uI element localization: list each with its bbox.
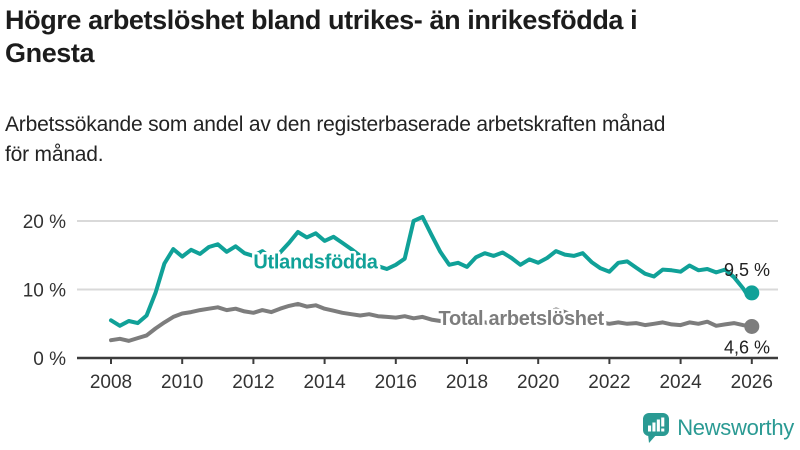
chart-canvas: 0 % 10 % 20 % 2008 2010 2012 2014 2016 2018 2020 2… xyxy=(23,212,778,393)
value-annotation-utlandsf-dda: 9,5 % xyxy=(724,260,770,280)
x-tick-label-2026: 2026 xyxy=(731,372,773,393)
page-title-line-1: Högre arbetslöshet bland utrikes- än inr… xyxy=(5,5,638,35)
series-end-dot-total-arbetsl-shet xyxy=(744,318,760,334)
x-tick-label-2024: 2024 xyxy=(659,372,702,393)
series-label-total-arbetsl-shet: Total arbetslöshet xyxy=(439,308,605,330)
chart-subtitle-line-1: Arbetssökande som andel av den registerb… xyxy=(5,113,666,136)
series-end-dot-utlandsf-dda xyxy=(744,285,760,301)
y-tick-label-20: 20 % xyxy=(23,212,66,233)
series-line-total-arbetsl-shet xyxy=(109,301,754,343)
page-title: Högre arbetslöshet bland utrikes- än inr… xyxy=(5,4,797,70)
series-line-utlandsf-dda xyxy=(109,214,754,328)
x-tick-label-2016: 2016 xyxy=(375,372,417,393)
y-tick-label-0: 0 % xyxy=(33,349,66,370)
y-tick-label-10: 10 % xyxy=(23,281,66,302)
newsworthy-logo-text: Newsworthy xyxy=(677,415,794,440)
newsworthy-logo[interactable]: Newsworthy xyxy=(642,411,794,445)
series-label-utlandsf-dda: Utlandsfödda xyxy=(253,251,378,273)
newsworthy-logo-icon xyxy=(643,413,670,443)
value-annotation-total-arbetsl-shet: 4,6 % xyxy=(724,337,770,357)
chart-subtitle: Arbetssökande som andel av den registerb… xyxy=(5,110,797,170)
x-tick-label-2008: 2008 xyxy=(90,372,132,393)
x-tick-label-2014: 2014 xyxy=(303,372,346,393)
x-tick-label-2020: 2020 xyxy=(517,372,559,393)
unemployment-line-chart: 0 % 10 % 20 % 2008 2010 2012 2014 2016 2018 2020 2… xyxy=(0,190,800,405)
x-tick-label-2022: 2022 xyxy=(588,372,630,393)
x-tick-label-2010: 2010 xyxy=(161,372,203,393)
page-title-line-2: Gnesta xyxy=(5,38,95,68)
x-tick-label-2018: 2018 xyxy=(446,372,488,393)
x-tick-label-2012: 2012 xyxy=(232,372,274,393)
chart-subtitle-line-2: för månad. xyxy=(5,143,104,166)
